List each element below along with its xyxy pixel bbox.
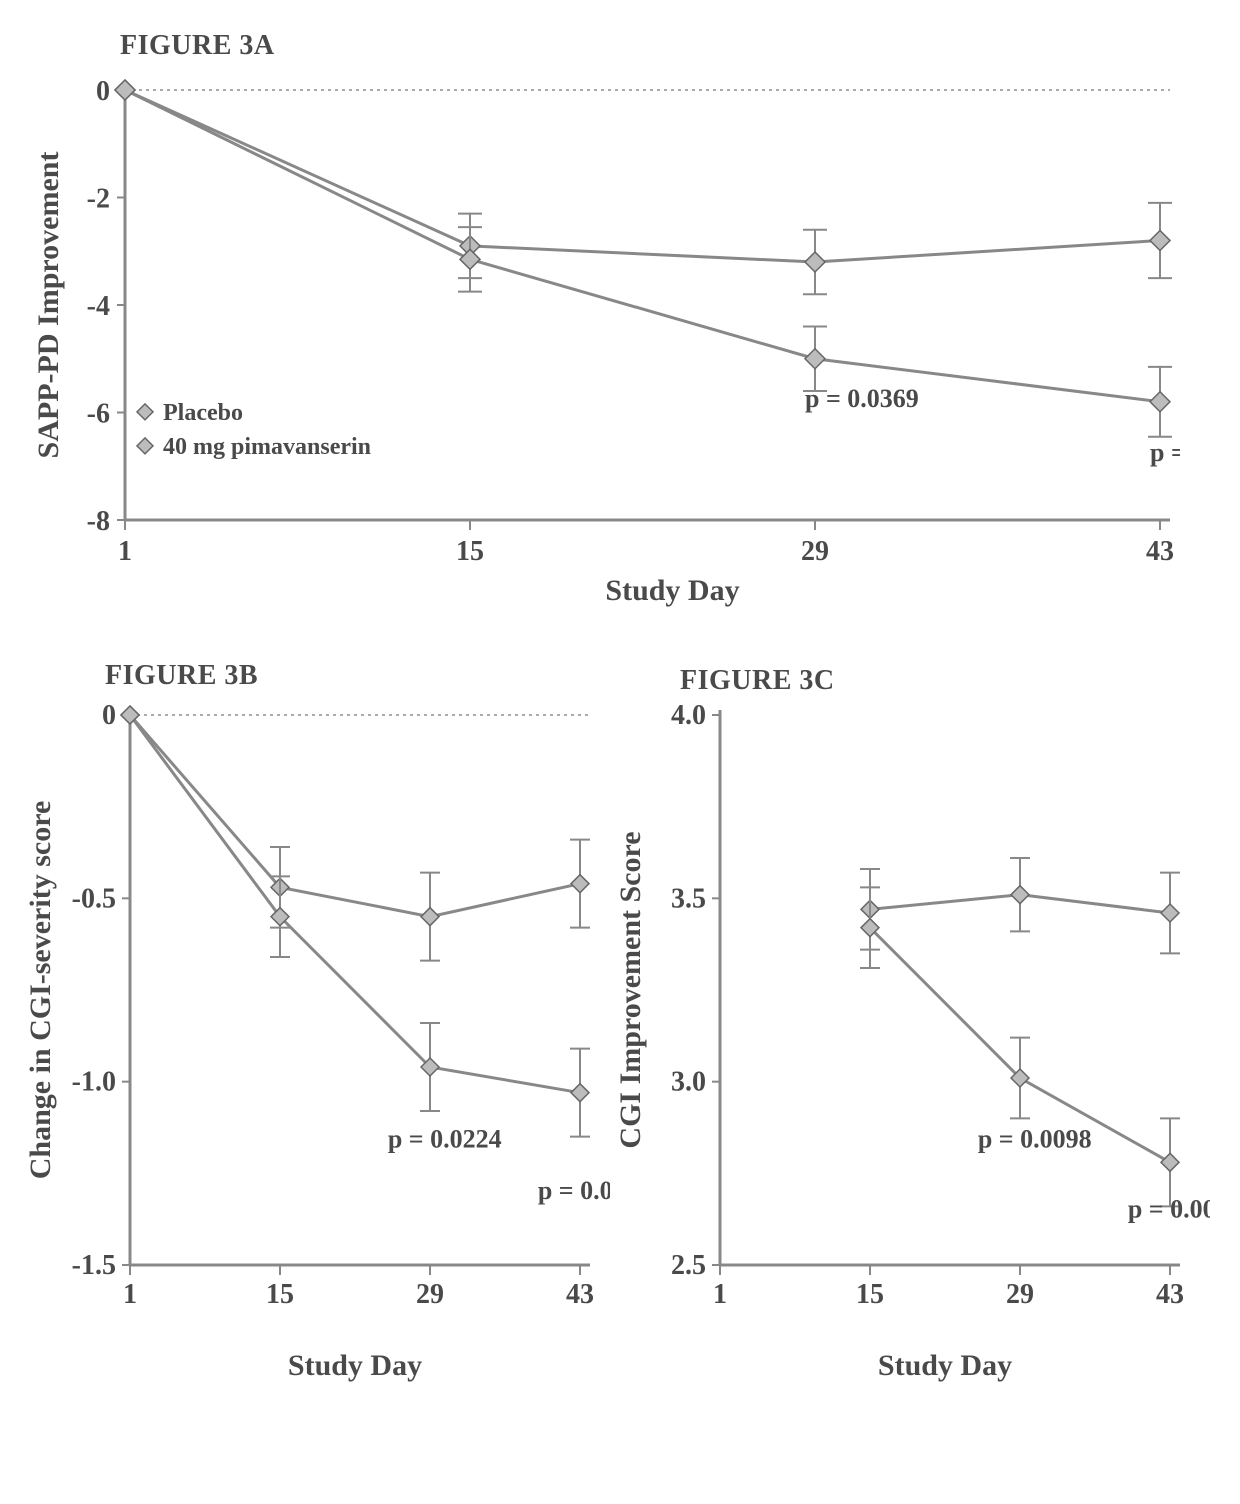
- svg-text:-1.0: -1.0: [72, 1067, 116, 1098]
- figure-3c-title: FIGURE 3C: [680, 665, 835, 697]
- svg-text:SAPP-PD Improvement: SAPP-PD Improvement: [32, 152, 65, 459]
- svg-text:0: 0: [96, 76, 110, 107]
- svg-text:1: 1: [118, 536, 132, 567]
- chart-3a-svg: -8 -6 -4 -2 0 1 15 29 43 SAPP-PD Improvement Study…: [30, 60, 1180, 620]
- svg-text:43: 43: [1146, 536, 1174, 567]
- svg-text:p = 0.0007: p = 0.0007: [538, 1176, 610, 1205]
- svg-text:-2: -2: [87, 184, 110, 215]
- chart-3a-xlabel: Study Day: [605, 574, 739, 607]
- svg-text:43: 43: [1156, 1279, 1184, 1310]
- chart-3c: 2.5 3.0 3.5 4.0 1 15 29 43 CGI Improvement Score…: [610, 695, 1210, 1415]
- chart-3c-svg: 2.5 3.0 3.5 4.0 1 15 29 43 CGI Improvement Score…: [610, 695, 1210, 1415]
- svg-text:Placebo: Placebo: [163, 400, 243, 426]
- svg-text:-8: -8: [87, 506, 110, 537]
- svg-text:15: 15: [456, 536, 484, 567]
- svg-text:4.0: 4.0: [671, 700, 706, 731]
- chart-3a: -8 -6 -4 -2 0 1 15 29 43 SAPP-PD Improvement Study…: [30, 60, 1180, 620]
- chart-3b: -1.5 -1.0 -0.5 0 1 15 29 43 Change in CGI-severi…: [20, 695, 610, 1415]
- svg-text:p = 0.0098: p = 0.0098: [978, 1125, 1092, 1154]
- svg-text:p = 0.0011: p = 0.0011: [1128, 1194, 1210, 1223]
- svg-text:-4: -4: [87, 291, 110, 322]
- svg-text:Change in CGI-severity score: Change in CGI-severity score: [24, 801, 57, 1180]
- svg-text:2.5: 2.5: [671, 1250, 706, 1281]
- svg-text:40 mg pimavanserin: 40 mg pimavanserin: [163, 434, 371, 460]
- svg-text:p = 0.0014: p = 0.0014: [1150, 438, 1180, 467]
- chart-3b-svg: -1.5 -1.0 -0.5 0 1 15 29 43 Change in CGI-severi…: [20, 695, 610, 1415]
- svg-text:p = 0.0224: p = 0.0224: [388, 1125, 502, 1154]
- page-root: FIGURE 3A -8 -6 -4 -2 0 1 15 29 43 SAPP-PD Improv…: [0, 0, 1240, 1504]
- svg-text:1: 1: [123, 1279, 137, 1310]
- svg-text:-0.5: -0.5: [72, 883, 116, 914]
- figure-3b-title: FIGURE 3B: [105, 660, 258, 692]
- svg-text:15: 15: [266, 1279, 294, 1310]
- svg-text:29: 29: [416, 1279, 444, 1310]
- svg-text:29: 29: [801, 536, 829, 567]
- svg-text:Study Day: Study Day: [878, 1349, 1012, 1382]
- svg-text:p = 0.0369: p = 0.0369: [805, 384, 919, 413]
- figure-3a-title: FIGURE 3A: [120, 30, 275, 62]
- svg-text:CGI Improvement Score: CGI Improvement Score: [614, 831, 647, 1148]
- svg-text:3.5: 3.5: [671, 883, 706, 914]
- svg-text:-1.5: -1.5: [72, 1250, 116, 1281]
- svg-text:43: 43: [566, 1279, 594, 1310]
- svg-text:1: 1: [713, 1279, 727, 1310]
- svg-text:3.0: 3.0: [671, 1067, 706, 1098]
- svg-text:15: 15: [856, 1279, 884, 1310]
- svg-text:29: 29: [1006, 1279, 1034, 1310]
- svg-text:-6: -6: [87, 399, 110, 430]
- svg-text:0: 0: [102, 700, 116, 731]
- svg-text:Study Day: Study Day: [288, 1349, 422, 1382]
